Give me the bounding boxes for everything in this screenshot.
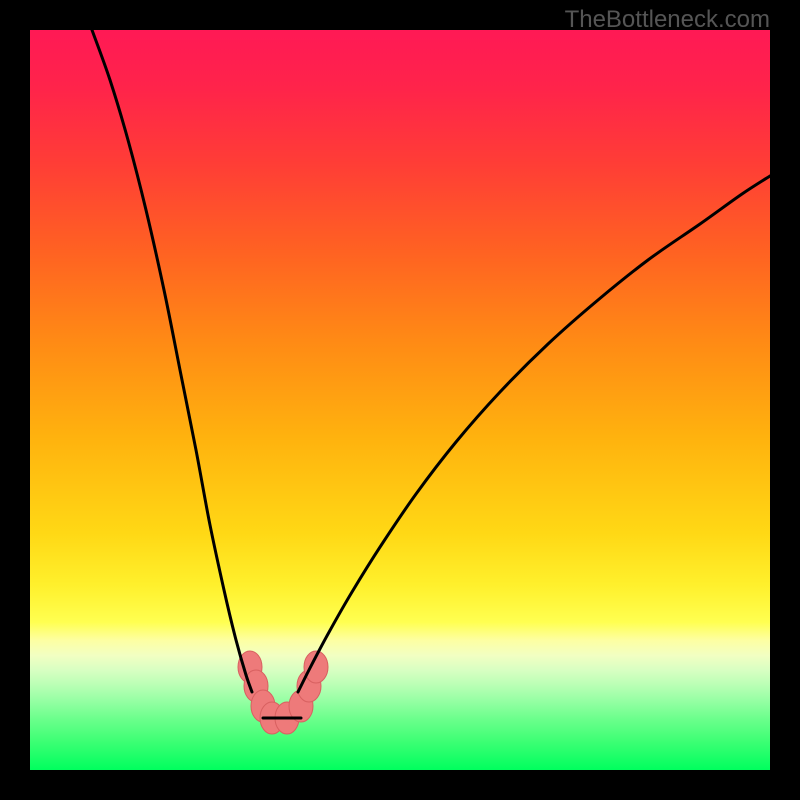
plot-background bbox=[30, 30, 770, 770]
chart-container: TheBottleneck.com bbox=[0, 0, 800, 800]
watermark-text: TheBottleneck.com bbox=[565, 6, 770, 34]
